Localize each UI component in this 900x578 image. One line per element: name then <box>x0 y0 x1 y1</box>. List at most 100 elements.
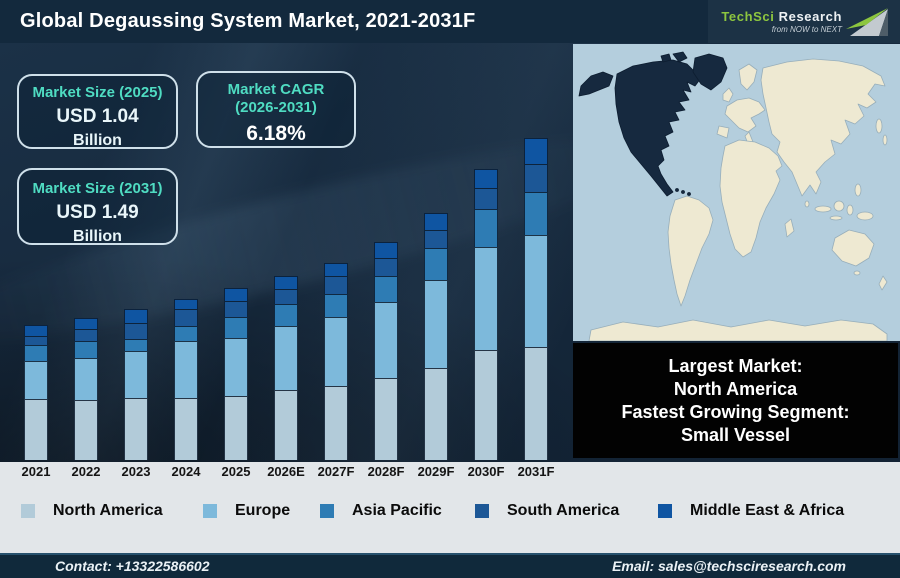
legend-swatch-icon <box>21 504 35 518</box>
callout-unit: Billion <box>73 132 122 149</box>
logo-tagline: from NOW to NEXT <box>771 25 842 34</box>
legend-label: North America <box>53 502 163 519</box>
bar-2022 <box>74 318 98 460</box>
bar-2023 <box>124 309 148 460</box>
page-title: Global Degaussing System Market, 2021-20… <box>20 10 476 32</box>
legend-item-asia-pacific: Asia Pacific <box>320 502 442 520</box>
bar-2025 <box>224 288 248 460</box>
bar-segment-asia-pacific <box>374 276 398 302</box>
bar-segment-south-america <box>424 230 448 248</box>
legend-band: 2021 2022 2023 2024 2025 2026E 2027F 2028F 2029F… <box>0 462 900 553</box>
header-bar: Global Degaussing System Market, 2021-20… <box>0 0 900 43</box>
bar-segment-south-america <box>324 276 348 294</box>
legend-label: Europe <box>235 502 291 519</box>
bar-segment-europe <box>474 247 498 350</box>
techsci-logo-brand: TechSci Research <box>721 9 842 24</box>
bar-segment-middle-east-africa <box>524 138 548 164</box>
bar-segment-north-america <box>424 368 448 460</box>
map-australia <box>831 229 875 267</box>
bar-segment-south-america <box>74 329 98 341</box>
bar-segment-asia-pacific <box>24 345 48 361</box>
map-north-america-highlight <box>578 51 728 197</box>
bar-segment-middle-east-africa <box>474 169 498 188</box>
bar-segment-north-america <box>74 400 98 460</box>
x-axis-label-2022: 2022 <box>71 464 101 479</box>
map-south-america <box>667 195 714 307</box>
legend-swatch-icon <box>203 504 217 518</box>
bar-segment-europe <box>124 351 148 398</box>
callout-market-size-2031: Market Size (2031) USD 1.49 Billion <box>17 168 178 245</box>
logo-brand-secondary: Research <box>778 9 842 24</box>
info-line-fastest-segment: Fastest Growing Segment: <box>621 401 850 422</box>
bar-segment-south-america <box>524 164 548 192</box>
footer-contact: Contact: +13322586602 <box>55 558 210 574</box>
bar-segment-asia-pacific <box>424 248 448 280</box>
callout-unit: Billion <box>73 228 122 245</box>
bar-2028F <box>374 242 398 460</box>
x-axis-label-2028F: 2028F <box>367 464 405 479</box>
bar-segment-asia-pacific <box>324 294 348 317</box>
legend-label: Middle East & Africa <box>690 502 845 519</box>
bar-segment-asia-pacific <box>274 304 298 326</box>
bar-segment-asia-pacific <box>224 317 248 338</box>
bar-2031F <box>524 138 548 460</box>
bar-segment-middle-east-africa <box>324 263 348 276</box>
callout-market-size-2025: Market Size (2025) USD 1.04 Billion <box>17 74 178 149</box>
bar-segment-middle-east-africa <box>274 276 298 289</box>
callout-value: 6.18% <box>246 122 306 145</box>
bar-segment-north-america <box>224 396 248 460</box>
bar-segment-south-america <box>274 289 298 304</box>
bar-2021 <box>24 325 48 460</box>
bar-segment-europe <box>374 302 398 378</box>
techsci-logo: TechSci Research from NOW to NEXT <box>708 0 900 43</box>
bar-segment-north-america <box>524 347 548 460</box>
bar-segment-asia-pacific <box>174 326 198 341</box>
bar-segment-europe <box>24 361 48 399</box>
info-line-region: North America <box>673 378 798 399</box>
bar-segment-middle-east-africa <box>224 288 248 301</box>
bar-segment-middle-east-africa <box>174 299 198 309</box>
bar-segment-north-america <box>124 398 148 460</box>
bar-segment-middle-east-africa <box>24 325 48 336</box>
legend-swatch-icon <box>658 504 672 518</box>
bar-segment-middle-east-africa <box>424 213 448 230</box>
techsci-logo-text: TechSci Research from NOW to NEXT <box>721 9 842 34</box>
callout-market-cagr: Market CAGR (2026-2031) 6.18% <box>196 71 356 148</box>
callout-value: USD 1.49 <box>56 202 139 223</box>
x-axis-label-2026E: 2026E <box>267 464 305 479</box>
bar-segment-middle-east-africa <box>74 318 98 329</box>
callout-value: USD 1.04 <box>56 106 139 127</box>
callout-title: Market CAGR <box>227 81 325 98</box>
bar-segment-asia-pacific <box>74 341 98 358</box>
logo-brand-primary: TechSci <box>721 9 775 24</box>
callout-title: Market Size (2025) <box>32 84 163 101</box>
legend-item-south-america: South America <box>475 502 619 520</box>
bar-segment-asia-pacific <box>524 192 548 235</box>
bar-segment-south-america <box>124 323 148 339</box>
x-axis-label-2027F: 2027F <box>317 464 355 479</box>
footer-email: Email: sales@techsciresearch.com <box>612 558 846 574</box>
bar-2024 <box>174 299 198 460</box>
x-axis-label-2030F: 2030F <box>467 464 505 479</box>
bar-segment-north-america <box>24 399 48 460</box>
world-map <box>573 44 900 342</box>
bar-segment-asia-pacific <box>474 209 498 247</box>
bar-segment-south-america <box>374 258 398 276</box>
callout-title: Market Size (2031) <box>32 180 163 197</box>
bar-segment-asia-pacific <box>124 339 148 351</box>
bar-segment-europe <box>424 280 448 368</box>
bar-segment-europe <box>174 341 198 398</box>
map-asia <box>760 58 886 197</box>
callout-title-line2: (2026-2031) <box>235 99 317 116</box>
bar-segment-europe <box>524 235 548 347</box>
footer-bar: Contact: +13322586602 Email: sales@techs… <box>0 553 900 578</box>
legend-item-europe: Europe <box>203 502 290 520</box>
stacked-bar-chart <box>0 43 570 460</box>
x-axis-label-2024: 2024 <box>171 464 201 479</box>
bar-segment-south-america <box>174 309 198 326</box>
bar-segment-south-america <box>474 188 498 209</box>
info-line-segment: Small Vessel <box>680 424 791 445</box>
bar-segment-europe <box>274 326 298 390</box>
bar-segment-north-america <box>474 350 498 460</box>
